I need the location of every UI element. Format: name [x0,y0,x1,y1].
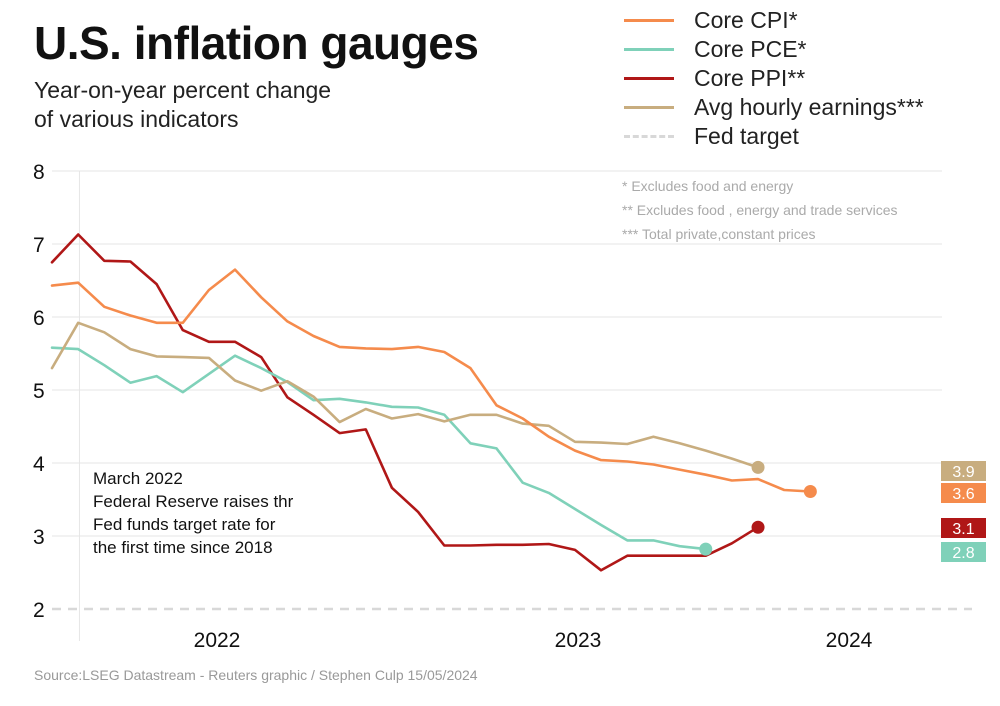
end-label-text-avg-hourly-earnings: 3.9 [952,464,974,481]
y-tick-label-2: 2 [33,599,45,622]
y-tick-label-8: 8 [33,161,45,184]
y-axis-ticks: 2 3 4 5 6 7 8 [33,161,45,622]
series-line-core-ppi [50,233,760,572]
series-line-core-cpi [50,268,812,493]
chart-subtitle: Year-on-year percent change of various i… [34,76,394,134]
chart-title: U.S. inflation gauges [34,17,479,69]
end-value-labels: 3.9 3.6 3.1 2.8 [941,461,986,562]
legend-label-avg-hourly-earnings: Avg hourly earnings*** [694,94,924,120]
series-lines [50,233,812,572]
legend-swatch-avg-hourly-earnings [624,106,674,109]
series-line-avg-hourly-earnings [50,321,760,469]
y-tick-label-7: 7 [33,234,45,257]
x-tick-label-2022: 2022 [194,629,241,652]
legend-swatch-fed-target [624,135,674,138]
end-label-box-core-cpi [941,483,986,503]
legend-label-core-ppi: Core PPI** [694,65,806,91]
end-label-box-core-ppi [941,518,986,538]
legend-label-core-pce: Core PCE* [694,36,807,62]
source-credit: Source:LSEG Datastream - Reuters graphic… [34,667,478,683]
y-tick-label-6: 6 [33,307,45,330]
end-label-text-core-cpi: 3.6 [952,486,974,503]
footnote-1: * Excludes food and energy [622,178,793,194]
endpoint-avg-hourly-earnings [751,460,765,474]
series-endpoints [699,460,817,556]
annotation-line-1: March 2022 [93,469,183,488]
subtitle-line-1: Year-on-year percent change [34,77,332,103]
gridlines [52,170,942,537]
end-label-box-avg-hourly-earnings [941,461,986,481]
annotation-line-3: Fed funds target rate for [93,515,276,534]
y-tick-label-4: 4 [33,453,45,476]
end-label-text-core-ppi: 3.1 [952,521,974,538]
legend-swatch-core-ppi [624,77,674,80]
annotation-march-2022: March 2022 Federal Reserve raises thr Fed … [93,469,294,557]
endpoint-core-pce [699,542,713,556]
x-axis-ticks: 2022 2023 2024 [194,629,873,652]
legend-swatch-core-pce [624,48,674,51]
x-tick-label-2024: 2024 [826,629,873,652]
end-label-box-core-pce [941,542,986,562]
legend-item-fed-target: Fed target [624,122,924,151]
legend: Core CPI* Core PCE* Core PPI** Avg hourl… [624,6,924,151]
endpoint-core-cpi [803,484,817,498]
legend-label-core-cpi: Core CPI* [694,7,798,33]
annotation-line-2: Federal Reserve raises thr [93,492,294,511]
endpoint-core-ppi [751,520,765,534]
legend-label-fed-target: Fed target [694,123,799,149]
footnotes: * Excludes food and energy ** Excludes fo… [622,178,898,242]
legend-item-core-pce: Core PCE* [624,35,924,64]
footnote-2: ** Excludes food , energy and trade serv… [622,202,898,218]
legend-item-core-cpi: Core CPI* [624,6,924,35]
legend-swatch-core-cpi [624,19,674,22]
series-line-core-pce [50,346,708,551]
annotation-line-4: the first time since 2018 [93,538,273,557]
subtitle-line-2: of various indicators [34,106,239,132]
x-tick-label-2023: 2023 [555,629,602,652]
y-tick-label-3: 3 [33,526,45,549]
legend-item-core-ppi: Core PPI** [624,64,924,93]
footnote-3: *** Total private,constant prices [622,226,816,242]
end-label-text-core-pce: 2.8 [952,545,974,562]
legend-item-avg-hourly-earnings: Avg hourly earnings*** [624,93,924,122]
y-tick-label-5: 5 [33,380,45,403]
